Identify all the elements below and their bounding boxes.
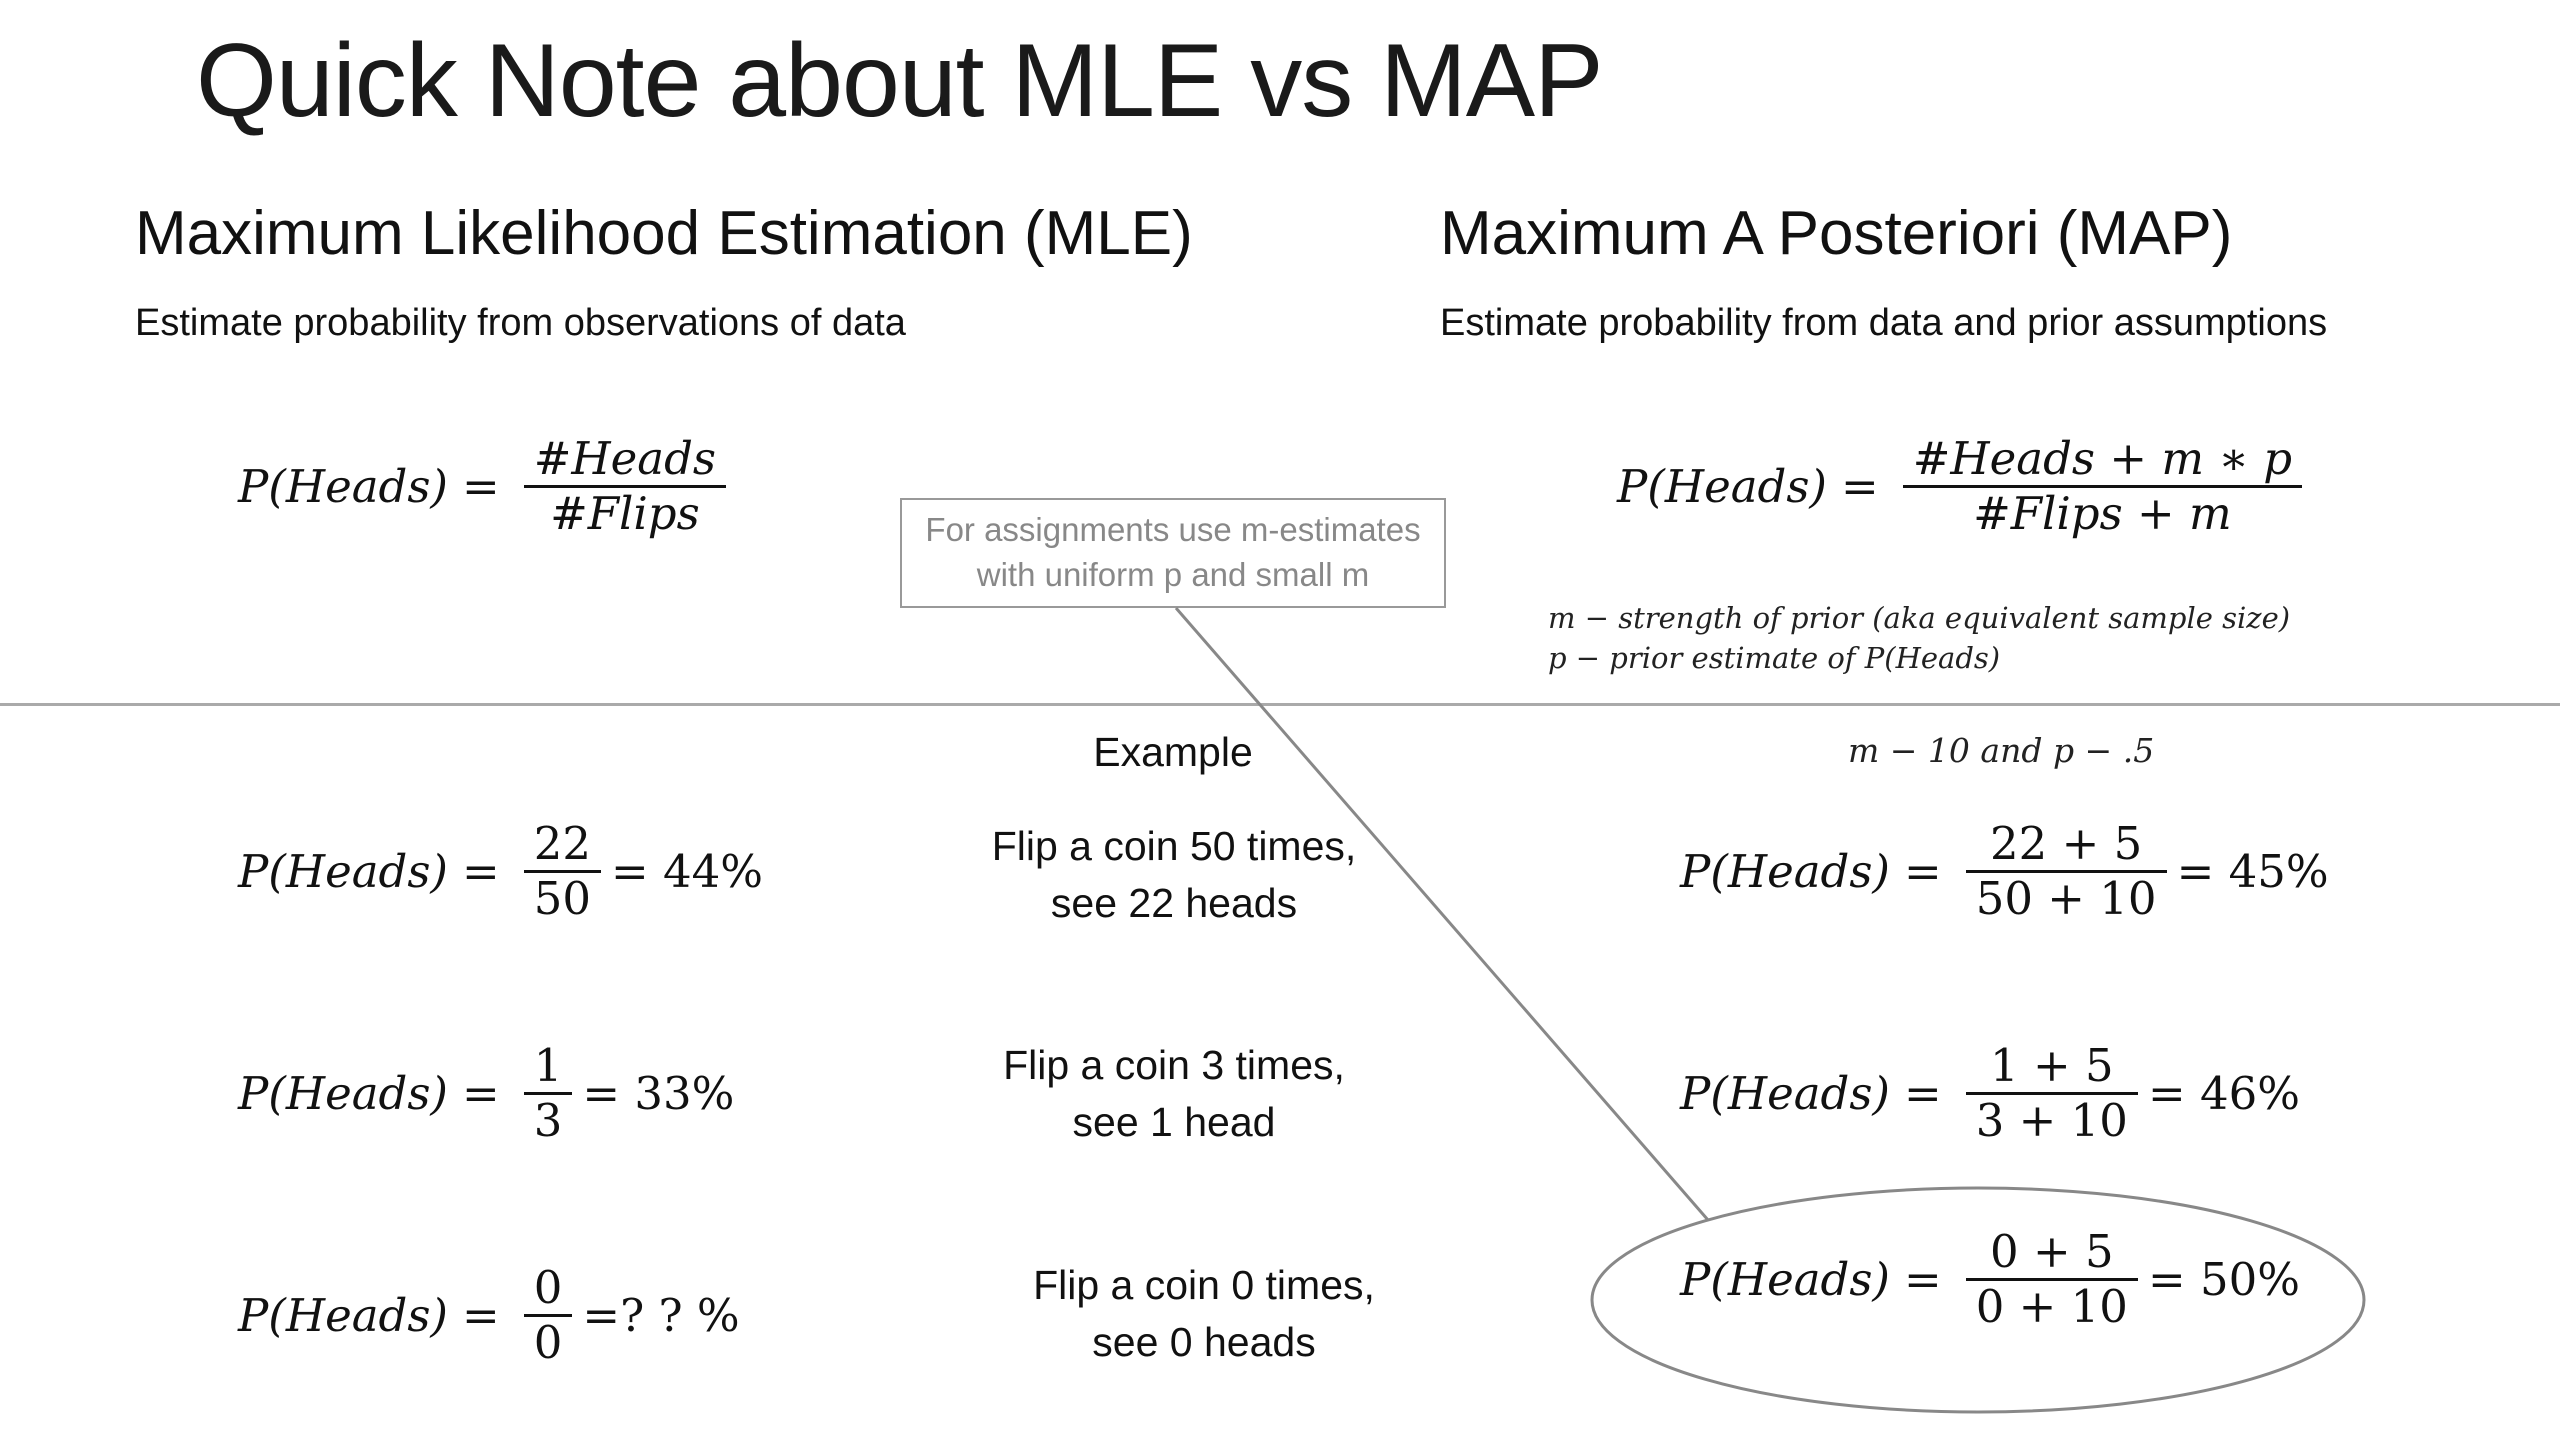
- assignment-note: For assignments use m-estimates with uni…: [900, 498, 1446, 608]
- map-example-row-2: P(Heads) = 1 + 5 3 + 10 = 46%: [1680, 1040, 2300, 1147]
- formula-fraction: #Heads #Flips: [523, 432, 727, 540]
- definition-p: p − prior estimate of P(Heads): [1548, 641, 2001, 675]
- equals-sign: =: [462, 1288, 500, 1342]
- formula-lhs: P(Heads): [1680, 1252, 1890, 1306]
- fraction-denominator: 50: [533, 871, 591, 925]
- equals-sign: =: [1904, 1066, 1942, 1120]
- fraction-numerator: 22: [533, 817, 591, 870]
- mle-example-row-1: P(Heads) = 22 50 = 44%: [238, 818, 763, 925]
- map-subtitle: Estimate probability from data and prior…: [1440, 302, 2328, 344]
- fraction-numerator: 0: [533, 1261, 563, 1314]
- formula-lhs: P(Heads): [238, 459, 448, 513]
- fraction-denominator: 0: [533, 1315, 563, 1369]
- mle-example-row-2: P(Heads) = 1 3 = 33%: [238, 1040, 734, 1147]
- formula-lhs: P(Heads): [238, 1288, 448, 1342]
- equals-sign: =: [462, 459, 500, 513]
- map-example-row-3: P(Heads) = 0 + 5 0 + 10 = 50%: [1680, 1226, 2300, 1333]
- highlight-ellipse: [1590, 1186, 2366, 1414]
- formula-result: = 46%: [2147, 1066, 2300, 1120]
- equals-sign: =: [1904, 844, 1942, 898]
- map-heading: Maximum A Posteriori (MAP): [1440, 199, 2233, 268]
- formula-result: = 50%: [2147, 1252, 2300, 1306]
- fraction-bar: [523, 869, 601, 873]
- equals-sign: =: [1904, 1252, 1942, 1306]
- fraction-bar: [1965, 869, 2167, 873]
- fraction-bar: [1965, 1277, 2138, 1281]
- fraction-denominator: #Flips + m: [1973, 486, 2232, 540]
- map-definitions: m − strength of prior (aka equivalent sa…: [1548, 598, 2290, 678]
- formula-fraction: 1 3: [523, 1039, 573, 1147]
- fraction-bar: [1902, 484, 2303, 488]
- formula-fraction: 0 + 5 0 + 10: [1965, 1225, 2138, 1333]
- formula-result: = 44%: [610, 844, 764, 898]
- mle-formula: P(Heads) = #Heads #Flips: [238, 433, 736, 540]
- example-label: Example: [1093, 729, 1253, 775]
- fraction-denominator: 0 + 10: [1975, 1279, 2128, 1333]
- fraction-numerator: 22 + 5: [1990, 817, 2143, 870]
- fraction-numerator: 1 + 5: [1990, 1039, 2114, 1092]
- formula-result: =? ? %: [582, 1288, 740, 1342]
- scenario-row-2: Flip a coin 3 times, see 1 head: [920, 1037, 1428, 1151]
- equals-sign: =: [462, 1066, 500, 1120]
- fraction-bar: [523, 1313, 573, 1317]
- formula-lhs: P(Heads): [1680, 844, 1890, 898]
- scenario-line: Flip a coin 50 times,: [991, 823, 1357, 869]
- fraction-denominator: 3 + 10: [1975, 1093, 2128, 1147]
- equals-sign: =: [462, 844, 500, 898]
- scenario-line: see 1 head: [1072, 1099, 1276, 1145]
- callout-connector: [1174, 607, 1710, 1221]
- formula-result: = 45%: [2176, 844, 2329, 898]
- formula-fraction: 0 0: [523, 1261, 573, 1369]
- map-example-row-1: P(Heads) = 22 + 5 50 + 10 = 45%: [1680, 818, 2329, 925]
- fraction-numerator: #Heads: [533, 432, 717, 485]
- fraction-bar: [523, 484, 727, 488]
- fraction-numerator: 1: [533, 1039, 563, 1092]
- formula-lhs: P(Heads): [238, 844, 448, 898]
- fraction-numerator: 0 + 5: [1990, 1225, 2114, 1278]
- formula-fraction: 22 + 5 50 + 10: [1965, 817, 2167, 925]
- formula-fraction: #Heads + m ∗ p #Flips + m: [1902, 432, 2303, 540]
- fraction-numerator: #Heads + m ∗ p: [1912, 432, 2293, 485]
- scenario-line: Flip a coin 0 times,: [1033, 1262, 1375, 1308]
- scenario-line: see 22 heads: [1050, 880, 1298, 926]
- scenario-row-3: Flip a coin 0 times, see 0 heads: [950, 1257, 1458, 1371]
- formula-lhs: P(Heads): [1617, 459, 1827, 513]
- fraction-denominator: 3: [533, 1093, 563, 1147]
- formula-fraction: 22 50: [523, 817, 601, 925]
- fraction-bar: [1965, 1091, 2138, 1095]
- formula-lhs: P(Heads): [238, 1066, 448, 1120]
- definition-m: m − strength of prior (aka equivalent sa…: [1548, 601, 2291, 635]
- mle-example-row-3: P(Heads) = 0 0 =? ? %: [238, 1262, 740, 1369]
- formula-fraction: 1 + 5 3 + 10: [1965, 1039, 2138, 1147]
- formula-lhs: P(Heads): [1680, 1066, 1890, 1120]
- slide-title: Quick Note about MLE vs MAP: [196, 23, 1603, 139]
- scenario-line: see 0 heads: [1092, 1319, 1316, 1365]
- map-formula: P(Heads) = #Heads + m ∗ p #Flips + m: [1617, 433, 2312, 540]
- scenario-row-1: Flip a coin 50 times, see 22 heads: [920, 818, 1428, 932]
- section-divider: [0, 703, 2560, 706]
- example-params: m − 10 and p − .5: [1848, 731, 2155, 770]
- formula-result: = 33%: [582, 1066, 735, 1120]
- equals-sign: =: [1841, 459, 1879, 513]
- fraction-denominator: #Flips: [550, 486, 700, 540]
- mle-subtitle: Estimate probability from observations o…: [135, 302, 906, 344]
- scenario-line: Flip a coin 3 times,: [1003, 1042, 1345, 1088]
- fraction-bar: [523, 1091, 573, 1095]
- fraction-denominator: 50 + 10: [1975, 871, 2157, 925]
- mle-heading: Maximum Likelihood Estimation (MLE): [135, 199, 1193, 268]
